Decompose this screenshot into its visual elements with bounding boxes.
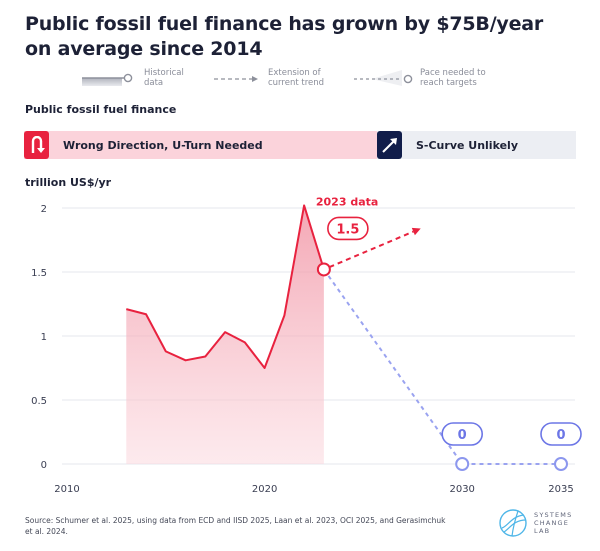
systems-change-lab-logo: SYSTEMS CHANGE LAB bbox=[498, 508, 572, 538]
x-tick-label: 2010 bbox=[54, 484, 79, 495]
y-tick-label: 2 bbox=[41, 204, 47, 215]
section-title: Public fossil fuel finance bbox=[25, 103, 177, 116]
source-note: Source: Schumer et al. 2025, using data … bbox=[25, 516, 446, 536]
pace-line bbox=[323, 268, 561, 465]
status-s-curve: S-Curve Unlikely bbox=[377, 131, 576, 159]
status-bar: Wrong Direction, U-Turn Needed S-Curve U… bbox=[24, 131, 576, 159]
legend-pace-label: Pace needed to reach targets bbox=[420, 68, 486, 88]
legend-pace-icon bbox=[354, 70, 413, 86]
legend: Historical data Extension of current tre… bbox=[80, 68, 520, 96]
u-turn-icon bbox=[24, 131, 49, 159]
value-badge bbox=[327, 216, 369, 241]
value-badge-label: 1.5 bbox=[336, 222, 359, 237]
value-badge bbox=[441, 422, 484, 446]
status-wrong-direction-label: Wrong Direction, U-Turn Needed bbox=[63, 138, 263, 152]
value-badge bbox=[540, 422, 582, 446]
marker-2035 bbox=[554, 457, 568, 471]
legend-historical: Historical data bbox=[80, 68, 184, 88]
x-tick-label: 2020 bbox=[252, 484, 277, 495]
status-wrong-direction: Wrong Direction, U-Turn Needed bbox=[24, 131, 377, 159]
value-badge-label: 0 bbox=[458, 428, 467, 443]
annotation-2023-data: 2023 data bbox=[316, 195, 378, 208]
trend-arrow-head bbox=[411, 227, 421, 236]
legend-trend: Extension of current trend bbox=[212, 68, 324, 88]
logo-text: SYSTEMS CHANGE LAB bbox=[534, 511, 573, 535]
y-tick-label: 0 bbox=[41, 460, 47, 471]
y-axis-label: trillion US$/yr bbox=[25, 176, 112, 189]
legend-trend-label: Extension of current trend bbox=[268, 68, 325, 88]
legend-historical-icon bbox=[82, 73, 133, 86]
trend-line bbox=[329, 230, 414, 269]
historical-line bbox=[126, 204, 325, 369]
marker-2030 bbox=[455, 457, 470, 471]
legend-pace: Pace needed to reach targets bbox=[352, 68, 486, 88]
y-tick-label: 1 bbox=[41, 332, 47, 343]
arrow-up-right-icon bbox=[377, 131, 402, 159]
systems-change-lab-logo-icon bbox=[499, 509, 527, 537]
y-tick-label: 0.5 bbox=[31, 396, 47, 407]
x-tick-label: 2035 bbox=[548, 484, 573, 495]
y-tick-label: 1.5 bbox=[31, 268, 47, 279]
legend-trend-icon bbox=[214, 76, 258, 82]
marker-2023 bbox=[316, 262, 331, 277]
legend-historical-label: Historical data bbox=[144, 68, 184, 88]
value-badge-label: 0 bbox=[556, 428, 565, 443]
chart-title: Public fossil fuel finance has grown by … bbox=[25, 13, 544, 60]
x-tick-label: 2030 bbox=[449, 484, 474, 495]
status-s-curve-label: S-Curve Unlikely bbox=[416, 138, 519, 152]
historical-area bbox=[126, 205, 324, 464]
